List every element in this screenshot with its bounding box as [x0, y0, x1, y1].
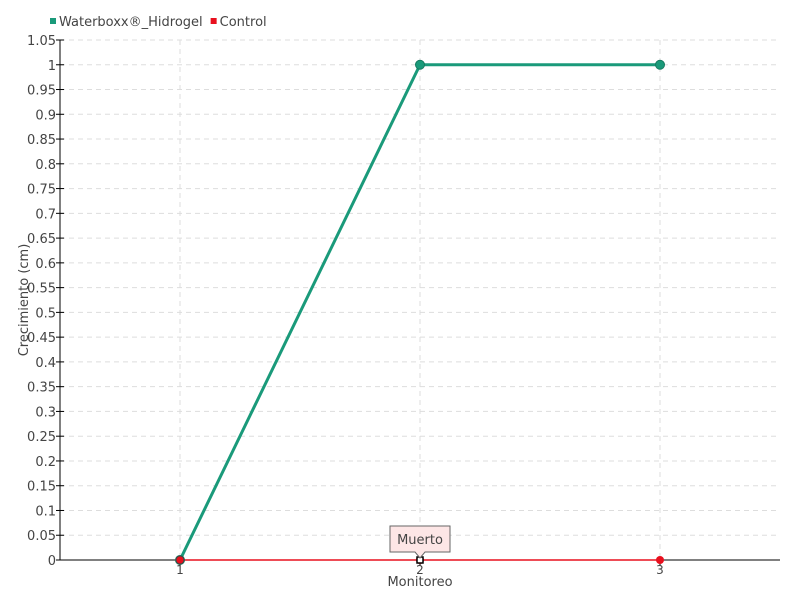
y-tick-label: 0.25	[27, 430, 56, 445]
y-tick-label: 0.05	[27, 529, 56, 544]
annotation-box	[389, 525, 451, 559]
y-tick-label: 1	[48, 59, 56, 74]
legend-label: Waterboxx®_Hidrogel	[59, 15, 203, 30]
y-tick-label: 1.05	[27, 34, 56, 49]
y-tick-label: 0.4	[35, 356, 56, 371]
y-tick-label: 0.8	[35, 158, 56, 173]
y-tick-label: 0.1	[35, 504, 56, 519]
y-tick-label: 0.6	[35, 257, 56, 272]
y-tick-label: 0.9	[35, 108, 56, 123]
x-tick-label: 3	[656, 563, 664, 577]
y-tick-label: 0.2	[35, 455, 56, 470]
y-tick-label: 0.95	[27, 84, 56, 99]
legend-swatch	[50, 18, 56, 24]
data-point	[656, 556, 664, 564]
y-tick-label: 0.7	[35, 207, 56, 222]
y-tick-label: 0.45	[27, 331, 56, 346]
y-tick-label: 0.85	[27, 133, 56, 148]
y-tick-label: 0.15	[27, 480, 56, 495]
legend-swatch	[210, 18, 217, 24]
y-tick-label: 0	[48, 554, 56, 569]
y-tick-label: 0.75	[27, 183, 56, 198]
data-point	[415, 59, 425, 70]
y-tick-label: 0.5	[35, 306, 56, 321]
x-tick-label: 2	[416, 563, 424, 577]
y-tick-label: 0.35	[27, 381, 56, 396]
annotation-label: Muerto	[397, 533, 443, 548]
x-axis-label: Monitoreo	[387, 575, 452, 590]
y-axis-label: Crecimiento (cm)	[17, 244, 32, 357]
data-point	[655, 59, 665, 70]
data-point	[175, 555, 185, 565]
x-tick-label: 1	[176, 563, 184, 577]
y-tick-label: 0.65	[27, 232, 56, 247]
y-tick-label: 0.55	[27, 282, 56, 297]
y-tick-label: 0.3	[35, 405, 56, 420]
legend-label: Control	[220, 15, 267, 30]
